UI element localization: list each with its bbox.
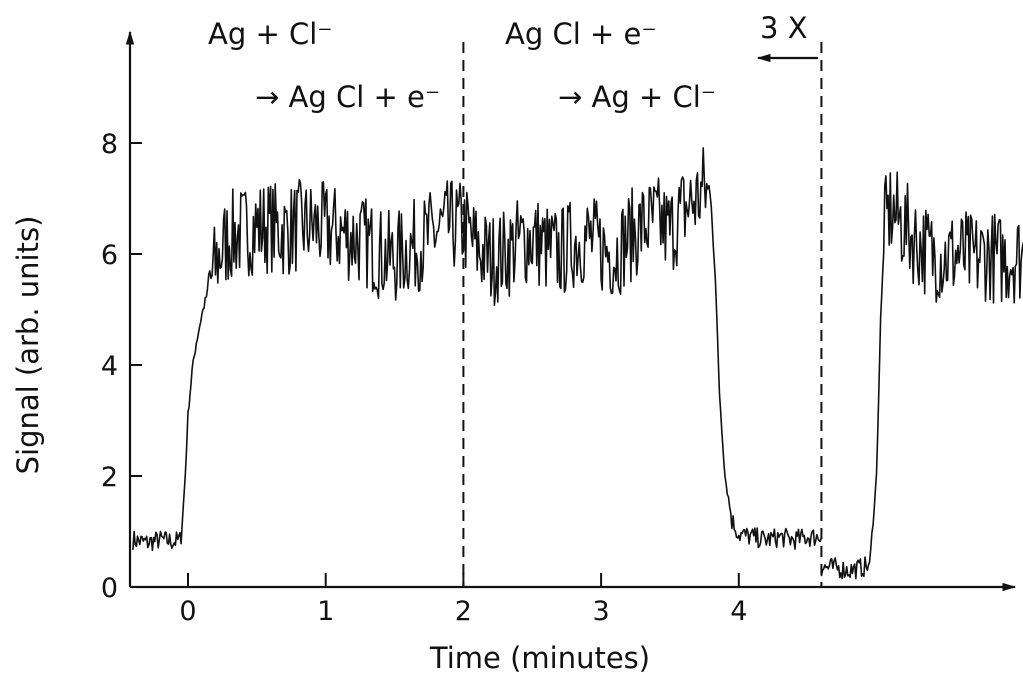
tick-labels-group: 0 1 2 3 4 0 2 4 6 8 [101,129,748,627]
y-tick-label: 6 [101,240,118,271]
annotation-left-line1: Ag + Cl⁻ [208,17,333,51]
annotation-3x: 3 X [760,11,808,45]
annotation-left-line2: → Ag Cl + e⁻ [255,80,440,114]
y-tick-label: 0 [101,573,118,604]
y-tick-label: 4 [101,351,118,382]
x-tick-label: 0 [179,596,196,627]
signal-trace-before [132,147,823,552]
x-axis-title: Time (minutes) [429,641,650,675]
annotation-right-line2: → Ag + Cl⁻ [558,80,716,114]
annotation-right-line1: Ag Cl + e⁻ [505,17,657,51]
x-tick-label: 4 [730,596,747,627]
x-tick-label: 3 [593,596,610,627]
x-tick-label: 2 [455,596,472,627]
signal-trace-after_3x [820,171,1023,580]
y-tick-label: 2 [101,462,118,493]
divider-lines [462,42,823,587]
ticks-group [130,142,740,588]
signal-traces [132,147,1023,580]
y-tick-label: 8 [101,129,118,160]
y-axis-title: Signal (arb. units) [11,216,45,475]
x-tick-label: 1 [317,596,334,627]
